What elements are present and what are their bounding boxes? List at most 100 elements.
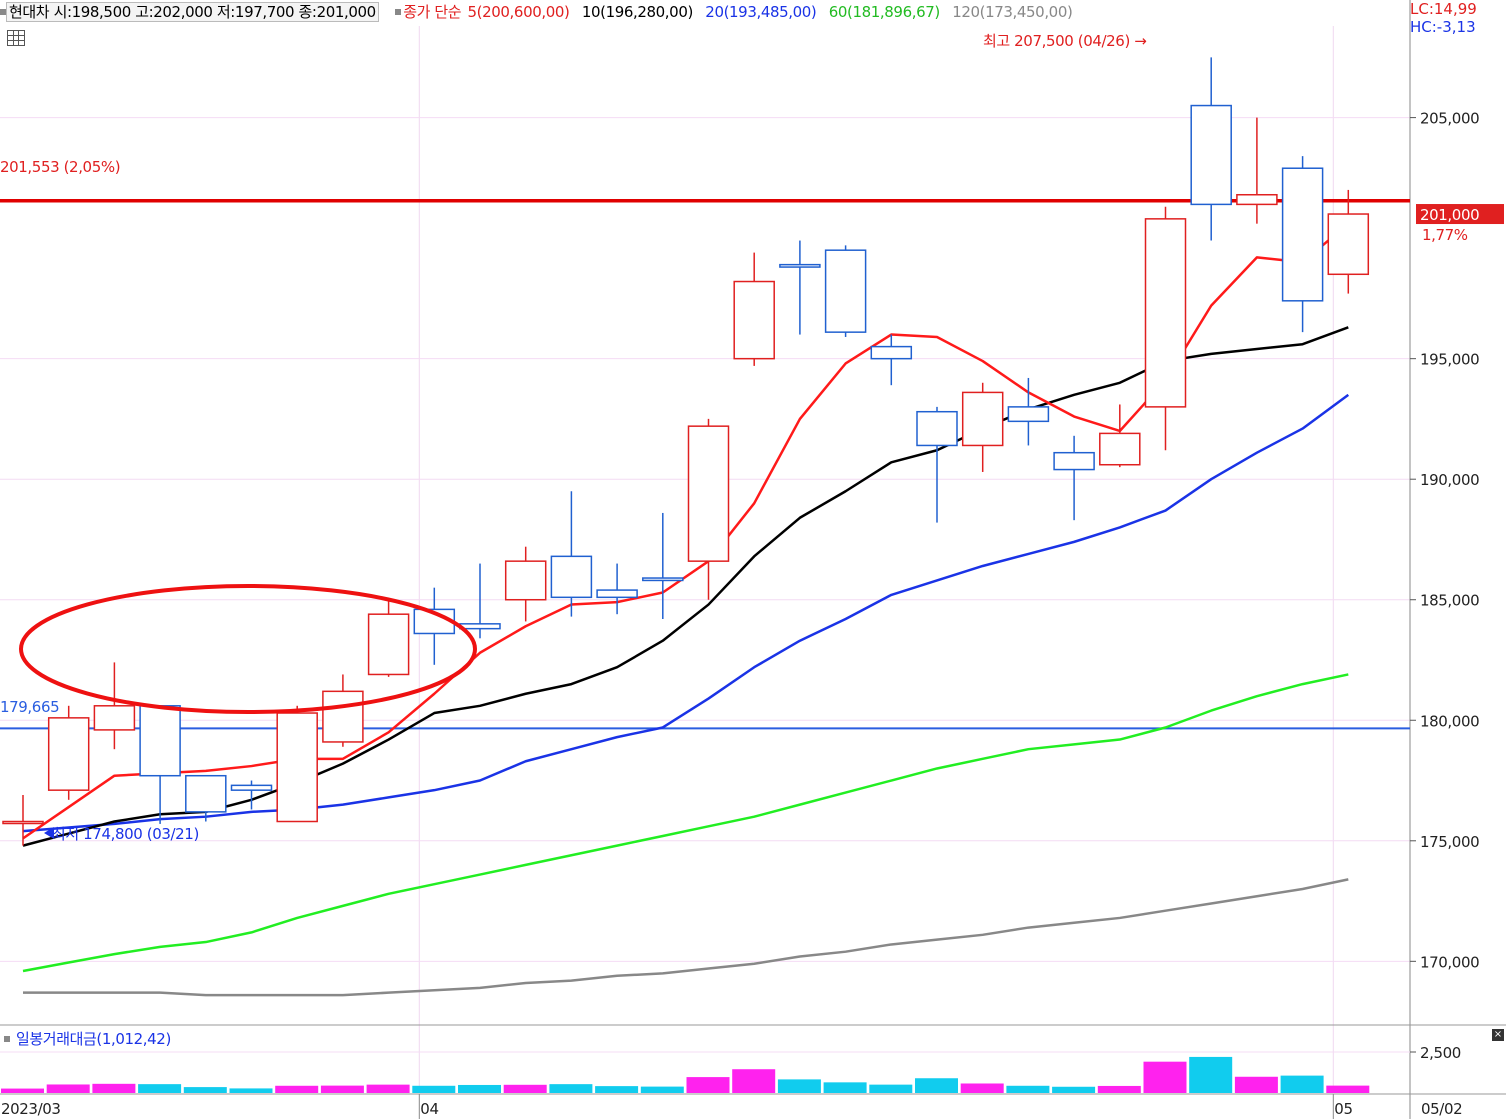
volume-bar: [1006, 1085, 1050, 1093]
volume-bar: [275, 1085, 319, 1093]
current-price-box: [1416, 204, 1504, 225]
low-annotation: 최저 174,800 (03/21): [52, 825, 199, 843]
date-label: 05: [1334, 1100, 1352, 1118]
high-annotation: 최고 207,500 (04/26) →: [983, 32, 1146, 50]
candle-up: [2, 794, 44, 846]
table-icon[interactable]: [7, 30, 25, 46]
candle-body: [47, 717, 90, 791]
candle-body: [550, 555, 593, 599]
candle-down: [1007, 377, 1050, 446]
volume-bar: [92, 1083, 136, 1093]
volume-bar: [1280, 1075, 1324, 1093]
candle-body: [1327, 213, 1370, 276]
close-icon[interactable]: ×: [1492, 1029, 1504, 1041]
ma-title: 종가 단순: [403, 3, 462, 21]
volume-bar: [915, 1078, 958, 1093]
volume-bar: [1234, 1076, 1278, 1093]
volume-bar: [46, 1084, 90, 1093]
volume-bar: [1, 1088, 44, 1093]
candle-body: [139, 705, 181, 777]
hc-value: HC:-3,13: [1410, 18, 1476, 36]
candle-body: [870, 345, 913, 360]
candle-body: [185, 774, 227, 813]
current-pct-label: 1,77%: [1422, 226, 1468, 244]
horizontal-lines: [0, 198, 1410, 730]
candle-body: [824, 249, 867, 333]
volume-bar: [1143, 1061, 1187, 1093]
square-icon: [395, 8, 402, 15]
volume-bar: [503, 1084, 547, 1093]
volume-bar: [686, 1077, 730, 1093]
ma120-line: [23, 878, 1349, 997]
price-axis: 170,000 175,000 180,000 185,000 190,000 195,0…: [1, 110, 1480, 1119]
candle-body: [1099, 432, 1141, 466]
volume-bar: [1097, 1085, 1141, 1093]
candle-up: [93, 662, 136, 750]
candle-body: [687, 425, 730, 562]
price-tick-label: 180,000: [1420, 712, 1479, 730]
candle-body: [2, 820, 44, 825]
volume-bar: [777, 1079, 821, 1093]
highlight-ellipse: [19, 584, 477, 714]
ma20-line: [22, 393, 1350, 833]
volume-bar: [1326, 1085, 1370, 1093]
square-icon: [0, 8, 6, 15]
candle-body: [1236, 193, 1278, 206]
candle-body: [459, 623, 501, 630]
candle-down: [459, 563, 501, 639]
volume-bar: [1052, 1086, 1096, 1093]
candle-down: [1281, 156, 1324, 333]
candle-body: [367, 613, 410, 676]
candle-down: [230, 780, 273, 810]
candle-down: [139, 705, 181, 824]
volume-bar: [366, 1084, 410, 1093]
candle-down: [1053, 435, 1095, 521]
lc-value: LC:14,99: [1410, 0, 1477, 18]
candle-body: [961, 391, 1004, 447]
stock-ohlc-label[interactable]: 현대차 시:198,500 고:202,000 저:197,700 종:201,…: [6, 2, 379, 22]
date-label: 04: [420, 1100, 438, 1118]
candle-body: [504, 560, 547, 601]
ma20-legend: 20(193,485,00): [705, 3, 817, 21]
candle-body: [916, 410, 958, 447]
volume-title-text: 일봉거래대금(1,012,42): [16, 1030, 171, 1048]
volume-bar: [458, 1084, 501, 1093]
candle-body: [322, 690, 364, 743]
candle-body: [1007, 406, 1050, 423]
candle-up: [47, 705, 90, 800]
volume-bar: [549, 1084, 593, 1093]
ma60-line: [22, 673, 1349, 973]
ma10-line: [22, 326, 1349, 847]
volume-bar: [595, 1086, 639, 1093]
blue-line-label: 179,665: [0, 698, 59, 716]
candle-up: [322, 674, 364, 747]
volume-bar: [960, 1083, 1004, 1093]
candle-up: [1236, 117, 1278, 224]
candle-body: [642, 577, 684, 582]
candle-body: [1053, 451, 1095, 471]
volume-bars: [1, 1056, 1370, 1093]
candle-down: [596, 563, 638, 615]
price-tick-label: 190,000: [1420, 471, 1479, 489]
candle-body: [596, 589, 638, 599]
candle-body: [733, 280, 775, 360]
candle-body: [1190, 104, 1232, 206]
candle-down: [1190, 57, 1232, 241]
candle-up: [1327, 189, 1370, 294]
candle-body: [1281, 167, 1324, 302]
volume-bar: [320, 1085, 364, 1093]
candle-up: [276, 705, 318, 823]
candle-up: [961, 382, 1004, 472]
current-price-label: 201,000: [1420, 206, 1479, 224]
ma5-line: [22, 222, 1350, 840]
volume-bar: [869, 1084, 913, 1093]
candle-up: [1144, 206, 1187, 451]
ma120-legend: 120(173,450,00): [952, 3, 1073, 21]
annotations: 최고 207,500 (04/26) → 201,553 (2,05%) 179,6…: [0, 32, 1504, 843]
lc-hc-box: LC:14,99 HC:-3,13: [1410, 0, 1477, 36]
candle-down: [824, 245, 867, 337]
volume-bar: [229, 1088, 273, 1093]
candle-body: [93, 705, 136, 731]
